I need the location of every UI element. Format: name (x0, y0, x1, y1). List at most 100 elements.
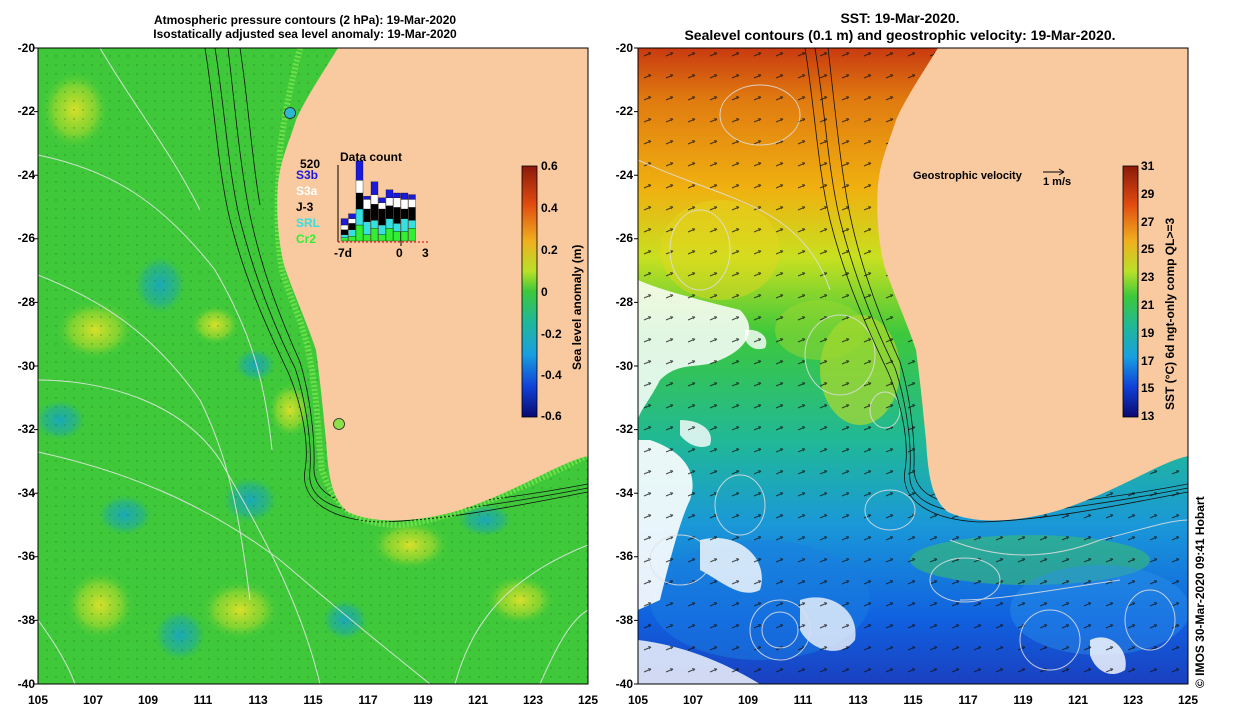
data-count-bar-segment (378, 208, 386, 226)
sst-land (877, 48, 1188, 521)
data-count-max: 520 (300, 157, 321, 171)
right-y-label: -32 (615, 422, 633, 436)
left-y-label: -22 (17, 104, 35, 118)
sla-colorbar-tick: 0 (541, 285, 548, 299)
data-count-bar-segment (400, 192, 409, 200)
sst-colorbar-tick: 27 (1141, 215, 1155, 229)
velocity-label: Geostrophic velocity (913, 170, 1022, 182)
velocity-scale-arrow (1043, 168, 1065, 176)
right-y-label: -26 (615, 231, 633, 245)
sst-colorbar-tick: 31 (1141, 159, 1155, 173)
right-x-label: 113 (848, 693, 868, 707)
satellite-label-srl: SRL (296, 216, 320, 230)
tide-gauge-marker-south (333, 418, 345, 430)
data-count-bar-segment (340, 234, 349, 238)
data-count-bar-segment (408, 199, 416, 208)
left-y-label: -40 (17, 677, 35, 691)
data-count-bar-segment (370, 220, 379, 229)
data-count-bar-segment (363, 208, 371, 222)
left-x-label: 123 (522, 693, 544, 707)
left-y-label: -20 (17, 41, 35, 55)
data-count-bar-segment (393, 223, 401, 232)
sla-coastal-outline (274, 48, 588, 529)
left-x-label: 117 (358, 693, 378, 707)
right-x-label: 107 (682, 693, 704, 707)
data-count-bar-segment (355, 160, 364, 181)
satellite-label-s3b: S3b (296, 168, 319, 182)
sla-colorbar (521, 165, 538, 418)
sst-map (638, 48, 1188, 684)
sla-colorbar-tick: -0.6 (541, 409, 562, 423)
sst-colorbar-title: SST (°C) 6d ngt-only comp QL>=3 (1163, 217, 1177, 410)
left-y-label: -34 (17, 486, 35, 500)
right-x-label: 123 (1122, 693, 1144, 707)
satellite-label-j3: J-3 (296, 200, 314, 214)
right-x-label: 117 (958, 693, 978, 707)
data-count-bar-segment (370, 181, 379, 195)
data-count-bar-segment (408, 194, 416, 200)
sla-colorbar-tick: -0.2 (541, 327, 562, 341)
sealevel-contours (638, 84, 1188, 671)
sst-colorbar-tick: 29 (1141, 187, 1155, 201)
right-y-label: -40 (615, 677, 633, 691)
satellite-label-s3a: S3a (296, 184, 318, 198)
left-x-label: 115 (303, 693, 323, 707)
right-x-label: 125 (1177, 693, 1199, 707)
data-count-bar-segment (355, 224, 364, 242)
velocity-unit: 1 m/s (1043, 176, 1072, 188)
right-y-label: -20 (615, 41, 633, 55)
right-x-label: 119 (1013, 693, 1033, 707)
right-y-label: -22 (615, 104, 633, 118)
left-y-label: -30 (17, 359, 35, 373)
right-x-label: 111 (793, 693, 813, 707)
data-count-chart (337, 160, 428, 246)
left-x-label: 113 (248, 693, 268, 707)
left-x-label: 107 (82, 693, 104, 707)
left-y-label: -32 (17, 422, 35, 436)
satellite-label-cr2: Cr2 (296, 232, 317, 246)
data-count-bar-segment (370, 204, 379, 221)
data-count-bar-segment (340, 237, 349, 242)
data-count-bar-segment (355, 208, 364, 226)
sla-colorbar-title: Sea level anomaly (m) (570, 244, 584, 370)
data-count-bar-segment (393, 207, 401, 224)
sla-colorbar-tick: 0.2 (541, 243, 558, 257)
data-count-bar-segment (370, 194, 379, 205)
right-y-label: -38 (615, 613, 633, 627)
right-x-label: 105 (627, 693, 649, 707)
sla-colorbar-tick: 0.6 (541, 159, 558, 173)
left-title-line1: Atmospheric pressure contours (2 hPa): 1… (153, 13, 457, 27)
data-count-bar-segment (385, 197, 394, 206)
data-count-bar-segment (400, 218, 409, 232)
data-count-bar-segment (348, 223, 356, 230)
data-count-bar-segment (400, 231, 409, 242)
left-y-label: -28 (17, 295, 35, 309)
data-count-bar-segment (385, 189, 394, 198)
sla-colorbar-tick: -0.4 (541, 368, 562, 382)
sst-colorbar-tick: 17 (1141, 354, 1155, 368)
data-count-bar-segment (348, 236, 356, 242)
pressure-contours (38, 48, 588, 684)
left-y-label: -38 (17, 613, 35, 627)
data-count-bar-segment (348, 229, 356, 237)
tide-gauge-marker-north (284, 107, 296, 119)
right-y-label: -36 (615, 549, 633, 563)
sst-colorbar (1122, 165, 1139, 418)
right-y-label: -34 (615, 486, 633, 500)
left-x-label: 119 (413, 693, 433, 707)
sst-colorbar-tick: 23 (1141, 270, 1155, 284)
right-y-label: -24 (615, 168, 633, 182)
data-count-bar-segment (378, 202, 386, 210)
sla-land (277, 48, 588, 521)
right-title-line1: SST: 19-Mar-2020. (840, 10, 960, 26)
data-count-bar-segment (363, 234, 371, 242)
sst-colorbar-tick: 13 (1141, 409, 1155, 423)
data-count-bar-segment (363, 221, 371, 235)
sla-map (38, 48, 588, 684)
left-title-line2: Isostatically adjusted sea level anomaly… (153, 27, 457, 41)
sst-colorbar-tick: 15 (1141, 381, 1155, 395)
data-count-bar-segment (400, 199, 409, 210)
data-count-x-label: 0 (396, 246, 403, 260)
right-x-label: 115 (903, 693, 923, 707)
left-x-label: 111 (193, 693, 213, 707)
